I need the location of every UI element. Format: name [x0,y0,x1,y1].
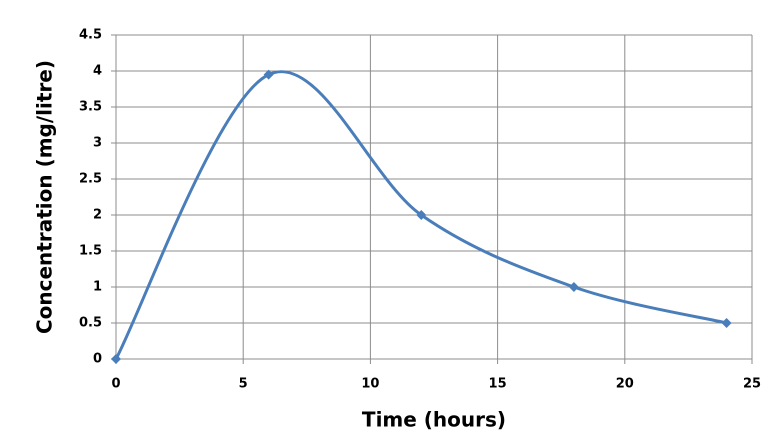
x-tick-label: 5 [239,377,248,392]
x-tick-label: 10 [361,377,379,392]
x-tick-label: 0 [111,377,120,392]
x-tick-label: 25 [743,377,761,392]
point-marker [721,318,732,328]
point-marker [111,354,121,364]
y-tick-label: 1.5 [79,244,102,259]
x-tick-label: 15 [489,377,507,392]
y-tick-label: 3 [93,136,102,151]
x-axis-title: Time (hours) [362,408,506,432]
point-marker [416,210,427,220]
y-axis-title: Concentration (mg/litre) [33,60,57,334]
y-tick-label: 2.5 [79,172,102,187]
y-tick-label: 2 [93,208,102,223]
point-marker [568,282,579,292]
series-line [114,70,727,360]
y-tick-label: 4 [93,64,102,79]
y-tick-label: 1 [93,280,102,295]
y-tick-label: 4.5 [79,28,102,43]
y-tick-label: 3.5 [79,100,102,115]
x-tick-label: 20 [616,377,634,392]
y-tick-label: 0 [93,352,102,367]
point-marker [263,69,274,80]
y-tick-label: 0.5 [79,316,102,331]
